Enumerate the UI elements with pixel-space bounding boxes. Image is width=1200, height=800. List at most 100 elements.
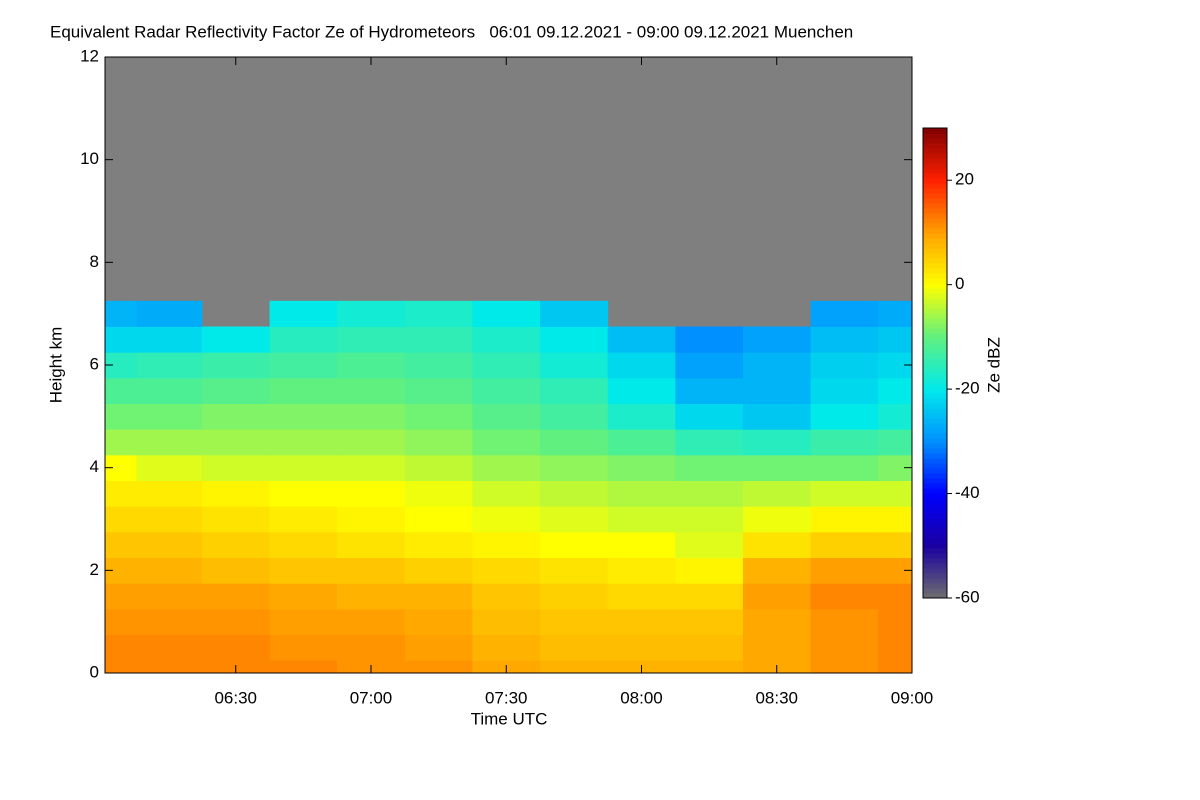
colorbar-step bbox=[923, 453, 947, 459]
heatmap-cell bbox=[136, 608, 203, 635]
heatmap-cell bbox=[472, 480, 541, 507]
colorbar-step bbox=[923, 248, 947, 254]
heatmap-cell bbox=[105, 531, 138, 558]
heatmap-cell bbox=[810, 403, 879, 430]
heatmap-cell bbox=[878, 506, 913, 533]
heatmap-cell bbox=[337, 531, 406, 558]
heatmap-cell bbox=[269, 634, 338, 661]
colorbar-step bbox=[923, 363, 947, 369]
heatmap-cell bbox=[607, 429, 676, 456]
heatmap-cell bbox=[136, 557, 203, 584]
colorbar-step bbox=[923, 328, 947, 334]
heatmap-cell bbox=[810, 429, 879, 456]
heatmap-cell bbox=[742, 377, 812, 404]
colorbar-label: Ze dBZ bbox=[984, 337, 1003, 393]
heatmap-cell bbox=[607, 583, 676, 610]
heatmap-cell bbox=[878, 531, 913, 558]
colorbar-step bbox=[923, 528, 947, 534]
y-axis-label: Height km bbox=[46, 327, 65, 404]
heatmap-cell bbox=[404, 300, 473, 327]
heatmap-cell bbox=[472, 352, 541, 379]
heatmap-cell bbox=[404, 429, 473, 456]
heatmap-cell bbox=[878, 403, 913, 430]
heatmap-cell bbox=[540, 660, 609, 674]
colorbar-tick-label: -60 bbox=[955, 587, 980, 606]
heatmap-cell bbox=[404, 326, 473, 353]
heatmap-cell bbox=[404, 352, 473, 379]
heatmap-cell bbox=[269, 454, 338, 481]
colorbar-step bbox=[923, 578, 947, 584]
heatmap-cell bbox=[810, 506, 879, 533]
heatmap-cell bbox=[136, 300, 203, 327]
heatmap-cell bbox=[472, 454, 541, 481]
colorbar-step bbox=[923, 158, 947, 164]
heatmap-cell bbox=[540, 557, 609, 584]
colorbar-step bbox=[923, 463, 947, 469]
colorbar-step bbox=[923, 413, 947, 419]
heatmap-cell bbox=[540, 454, 609, 481]
heatmap-cell bbox=[337, 557, 406, 584]
x-tick-label: 08:30 bbox=[755, 688, 798, 707]
heatmap-cell bbox=[269, 403, 338, 430]
colorbar-step bbox=[923, 238, 947, 244]
x-axis-label: Time UTC bbox=[471, 709, 548, 728]
heatmap-cell bbox=[472, 403, 541, 430]
heatmap-cell bbox=[742, 352, 812, 379]
heatmap-cell bbox=[472, 326, 541, 353]
heatmap-cell bbox=[404, 557, 473, 584]
heatmap-cell bbox=[472, 377, 541, 404]
axes: 0 2 4 6 8 10 12 06:30 07:00 07:30 08:00 08:30 09:00 bbox=[80, 46, 933, 707]
chart-title: Equivalent Radar Reflectivity Factor Ze … bbox=[50, 22, 853, 41]
colorbar-step bbox=[923, 203, 947, 209]
colorbar-step bbox=[923, 163, 947, 169]
colorbar-step bbox=[923, 233, 947, 239]
heatmap-cell bbox=[675, 531, 744, 558]
heatmap-cell bbox=[269, 531, 338, 558]
heatmap-cell bbox=[201, 326, 271, 353]
heatmap-cell bbox=[540, 506, 609, 533]
colorbar-step bbox=[923, 493, 947, 499]
heatmap-cell bbox=[105, 608, 138, 635]
colorbar-step bbox=[923, 223, 947, 229]
heatmap-cell bbox=[404, 531, 473, 558]
heatmap-cell bbox=[105, 377, 138, 404]
colorbar-step bbox=[923, 433, 947, 439]
colorbar-step bbox=[923, 468, 947, 474]
heatmap-cell bbox=[607, 634, 676, 661]
heatmap-cell bbox=[136, 480, 203, 507]
colorbar-step bbox=[923, 403, 947, 409]
heatmap-cell bbox=[878, 608, 913, 635]
heatmap-cell bbox=[136, 352, 203, 379]
heatmap-cell bbox=[201, 480, 271, 507]
heatmap-cell bbox=[878, 377, 913, 404]
heatmap-cell bbox=[878, 480, 913, 507]
heatmap-cell bbox=[404, 506, 473, 533]
x-tick-label: 07:30 bbox=[485, 688, 528, 707]
colorbar-step bbox=[923, 518, 947, 524]
heatmap-cell bbox=[472, 429, 541, 456]
colorbar-step bbox=[923, 293, 947, 299]
colorbar-step bbox=[923, 133, 947, 139]
colorbar-step bbox=[923, 523, 947, 529]
heatmap-cell bbox=[540, 403, 609, 430]
colorbar-step bbox=[923, 208, 947, 214]
colorbar-step bbox=[923, 398, 947, 404]
colorbar-step bbox=[923, 568, 947, 574]
heatmap-cell bbox=[269, 352, 338, 379]
heatmap-cell bbox=[404, 608, 473, 635]
colorbar-step bbox=[923, 173, 947, 179]
heatmap-cell bbox=[201, 352, 271, 379]
y-tick-label: 0 bbox=[90, 662, 99, 681]
colorbar-step bbox=[923, 513, 947, 519]
heatmap-cell bbox=[607, 480, 676, 507]
colorbar-frame bbox=[922, 127, 948, 599]
colorbar-step bbox=[923, 558, 947, 564]
heatmap-cell bbox=[472, 531, 541, 558]
x-tick-label: 07:00 bbox=[350, 688, 393, 707]
colorbar-step bbox=[923, 438, 947, 444]
heatmap-cell bbox=[472, 634, 541, 661]
colorbar-step bbox=[923, 268, 947, 274]
heatmap-cell bbox=[878, 660, 913, 674]
heatmap-cell bbox=[878, 300, 913, 327]
heatmap-cell bbox=[472, 608, 541, 635]
